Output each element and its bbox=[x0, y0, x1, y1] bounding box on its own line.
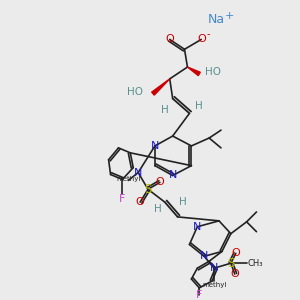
Text: O: O bbox=[165, 34, 174, 44]
Text: methyl: methyl bbox=[116, 176, 140, 182]
Polygon shape bbox=[188, 67, 200, 76]
Text: CH₃: CH₃ bbox=[248, 259, 263, 268]
Text: H: H bbox=[179, 197, 186, 207]
Text: F: F bbox=[119, 194, 126, 204]
Text: HO: HO bbox=[205, 67, 221, 77]
Text: F: F bbox=[196, 290, 203, 300]
Text: S: S bbox=[227, 257, 235, 270]
Text: -: - bbox=[206, 29, 210, 40]
Text: N: N bbox=[169, 170, 177, 181]
Text: N: N bbox=[193, 222, 202, 232]
Polygon shape bbox=[152, 79, 170, 95]
Text: O: O bbox=[230, 269, 239, 279]
Text: H: H bbox=[161, 105, 169, 116]
Text: O: O bbox=[155, 177, 164, 188]
Text: O: O bbox=[197, 34, 206, 44]
Text: N: N bbox=[210, 263, 218, 273]
Text: H: H bbox=[154, 204, 162, 214]
Text: +: + bbox=[225, 11, 235, 21]
Text: N: N bbox=[151, 141, 159, 151]
Text: Na: Na bbox=[208, 13, 225, 26]
Text: N: N bbox=[134, 167, 142, 178]
Text: O: O bbox=[136, 197, 145, 207]
Text: S: S bbox=[144, 183, 152, 196]
Text: methyl: methyl bbox=[202, 282, 226, 288]
Text: N: N bbox=[200, 251, 208, 261]
Text: O: O bbox=[231, 248, 240, 258]
Text: H: H bbox=[195, 101, 203, 112]
Text: HO: HO bbox=[127, 87, 143, 97]
